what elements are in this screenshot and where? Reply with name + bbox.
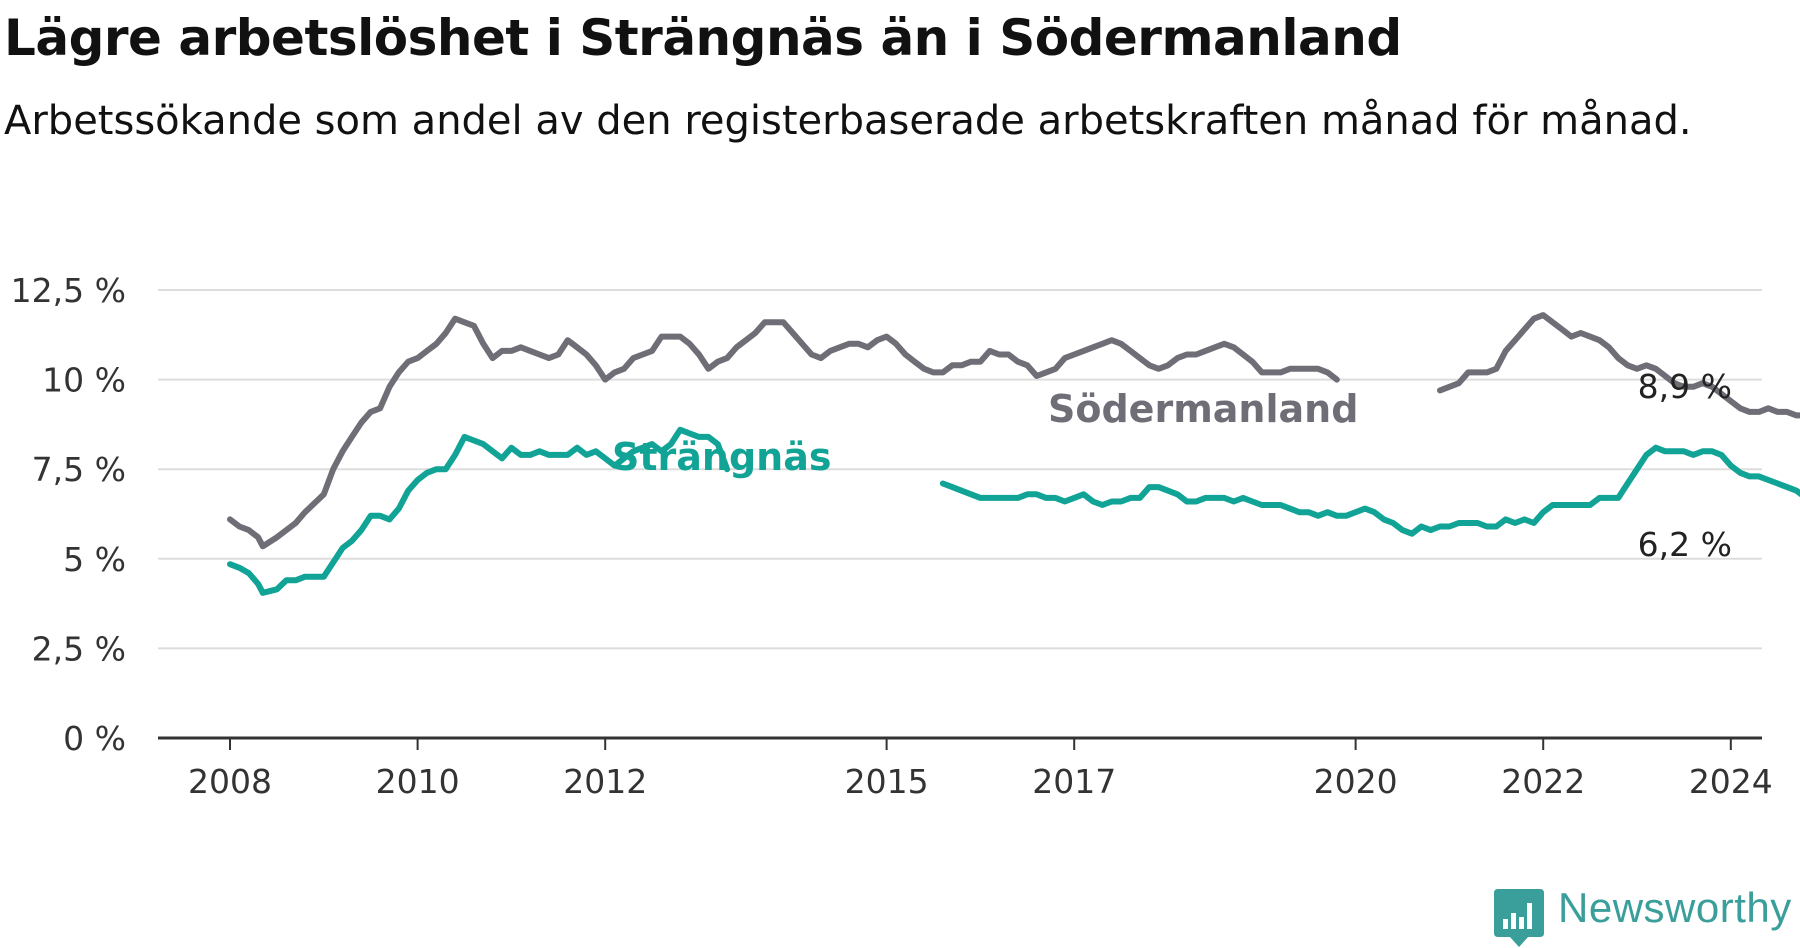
series-line-strangnas-a — [227, 426, 731, 596]
x-tick-label: 2017 — [1032, 762, 1116, 801]
gridlines — [158, 289, 1762, 650]
y-tick-label: 2,5 % — [32, 629, 126, 668]
y-tick-label: 7,5 % — [32, 450, 126, 489]
line-chart: 0 %2,5 %5 %7,5 %10 %12,5 % 2008 2010 2012 2… — [11, 271, 1800, 801]
end-value-label-strangnas: 6,2 % — [1638, 525, 1732, 564]
y-tick-label: 10 % — [42, 361, 126, 400]
x-tick-label: 2015 — [845, 762, 929, 801]
y-axis-tick-labels: 0 % 2,5 % 5 % 7,5 % 10 % 12,5 % — [11, 271, 126, 758]
x-axis-tick-labels: 2008 2010 2012 2015 2017 2020 2022 2024 — [188, 762, 1773, 801]
y-tick-label: 0 % — [63, 719, 126, 758]
series-label-strangnas: Strängnäs — [612, 435, 831, 479]
end-value-label-sodermanland: 8,9 % — [1638, 367, 1732, 406]
y-tick-label: 12,5 % — [11, 271, 126, 310]
brand-name: Newsworthy — [1558, 884, 1792, 931]
x-tick-label: 2008 — [188, 762, 272, 801]
series-line-strangnas-b — [939, 444, 1800, 537]
series-line-sodermanland-b — [1437, 312, 1800, 419]
x-tick-label: 2024 — [1689, 762, 1773, 801]
chart-subtitle: Arbetssökande som andel av den registerb… — [4, 98, 1692, 144]
series-lines — [227, 312, 1800, 596]
x-axis — [158, 736, 1762, 750]
x-tick-label: 2012 — [563, 762, 647, 801]
x-tick-label: 2010 — [376, 762, 460, 801]
series-label-sodermanland: Södermanland — [1048, 387, 1358, 431]
series-labels: Södermanland Strängnäs 8,9 % 6,2 % — [612, 367, 1732, 564]
x-tick-label: 2020 — [1314, 762, 1398, 801]
series-line-sodermanland-a — [227, 315, 1340, 550]
chart-title: Lägre arbetslöshet i Strängnäs än i Söde… — [4, 9, 1402, 67]
x-tick-label: 2022 — [1501, 762, 1585, 801]
newsworthy-logo-icon — [1494, 889, 1544, 947]
y-tick-label: 5 % — [63, 540, 126, 579]
